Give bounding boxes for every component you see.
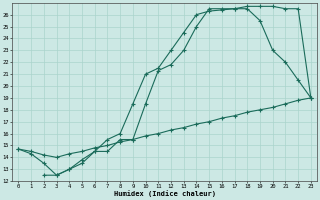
X-axis label: Humidex (Indice chaleur): Humidex (Indice chaleur) bbox=[114, 190, 216, 197]
